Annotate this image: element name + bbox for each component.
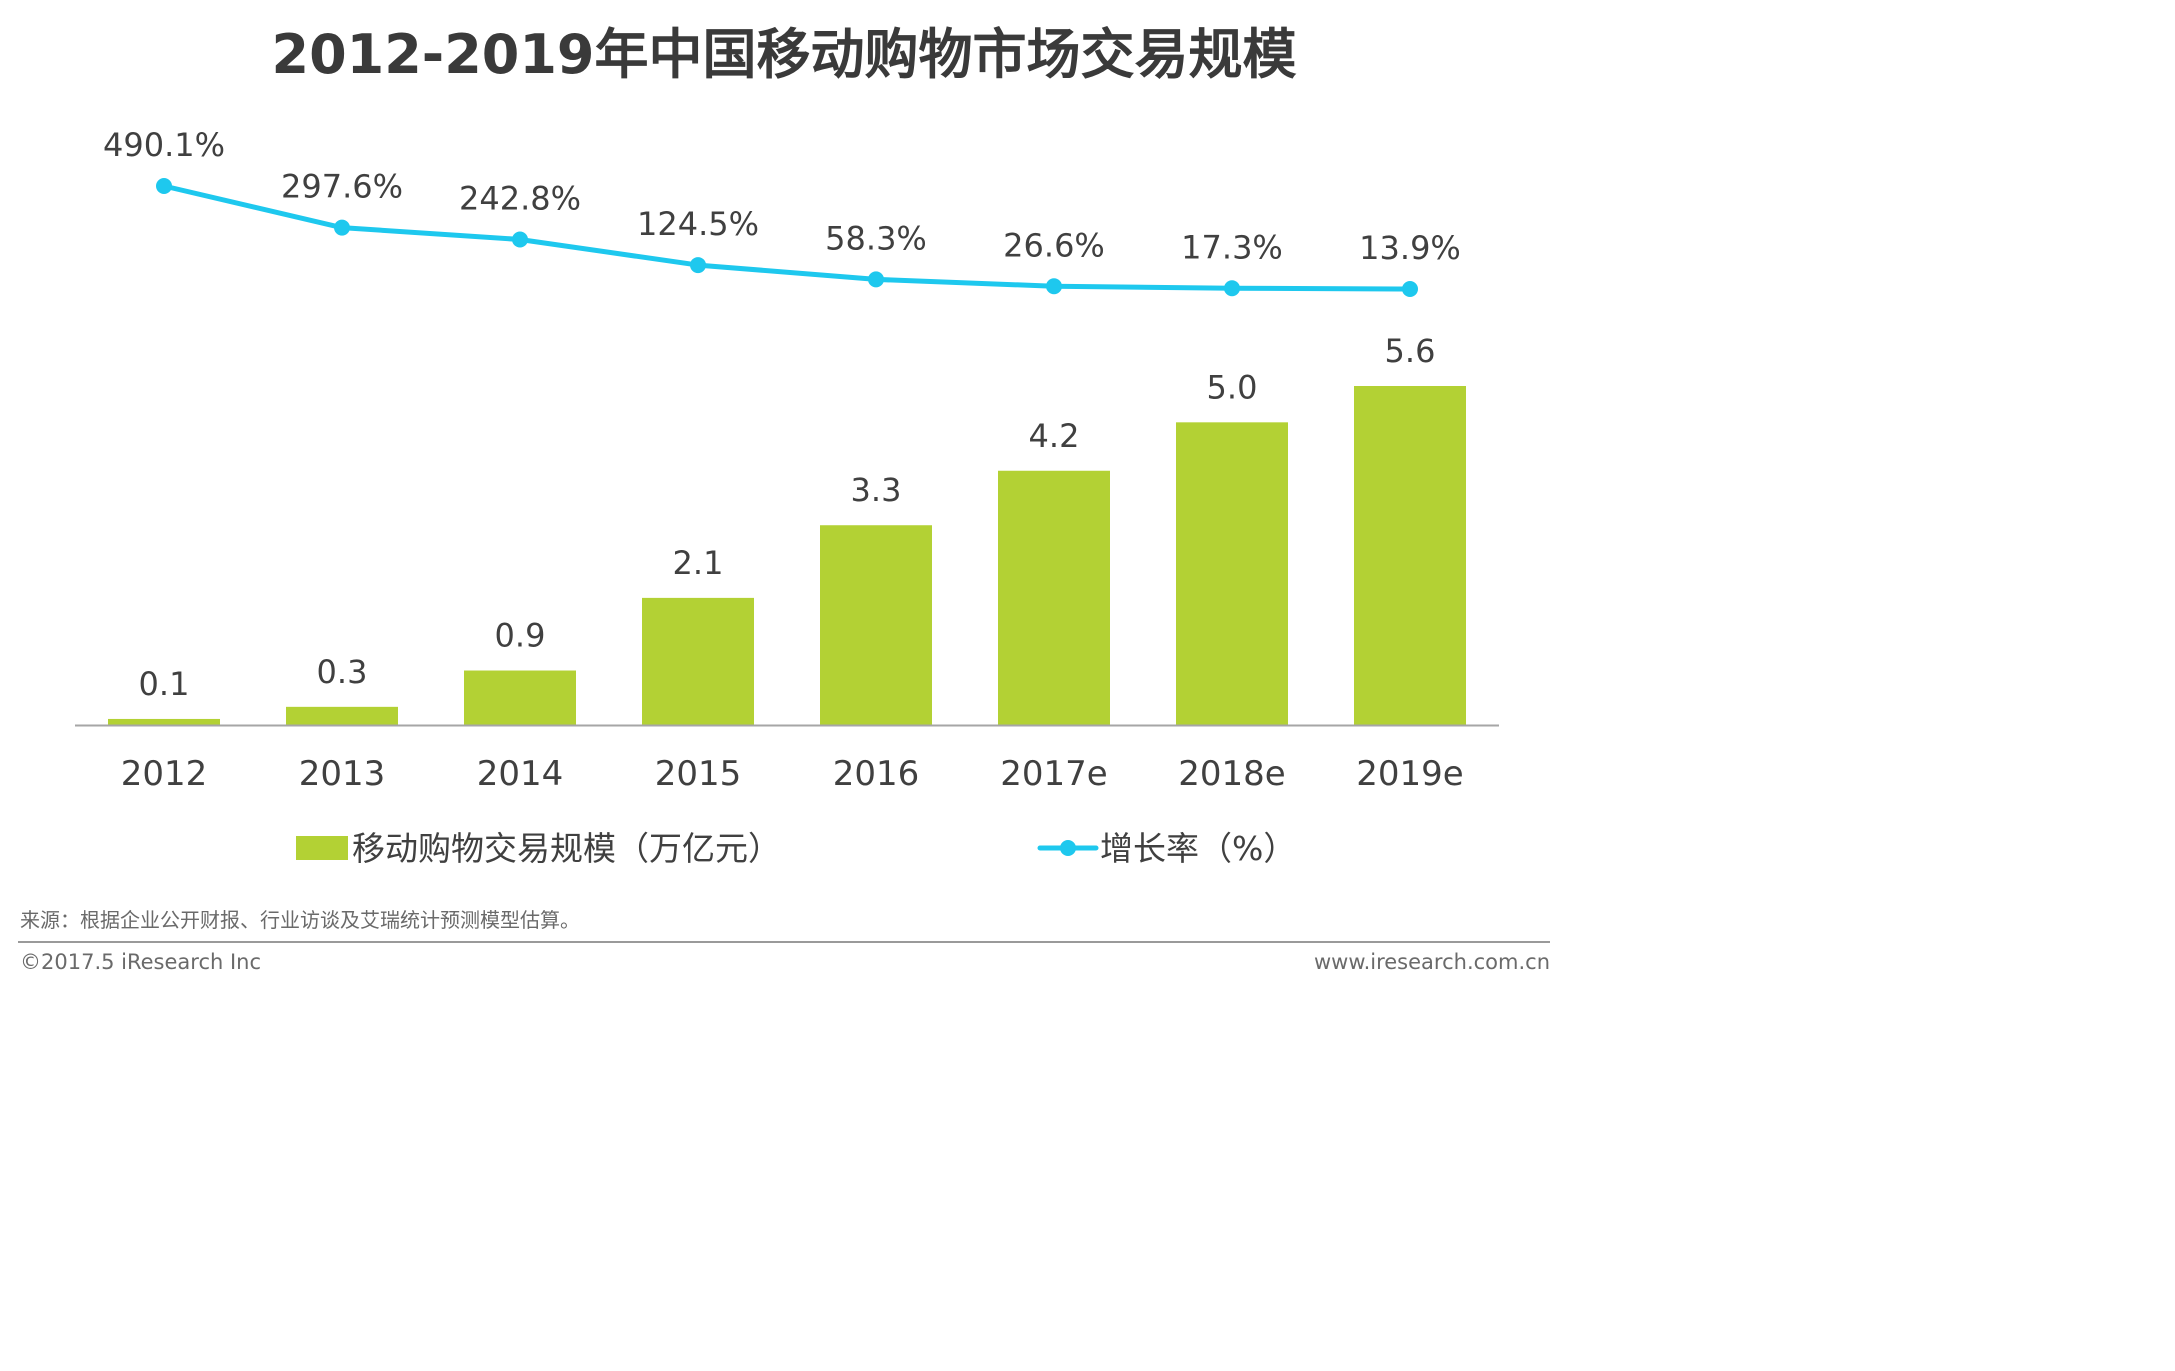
bar-value-label: 0.9	[495, 617, 546, 655]
growth-rate-label: 242.8%	[459, 179, 581, 217]
x-tick-label: 2015	[655, 754, 742, 794]
combo-chart: 0.1 2012 0.3 2013 0.9 2014 2.1 2015 3.3 2016 4.2 20…	[75, 126, 1499, 868]
legend-layer: 移动购物交易规模（万亿元） 增长率（%）	[296, 829, 1296, 868]
x-tick-label: 2014	[477, 754, 564, 794]
growth-rate-label: 124.5%	[637, 205, 759, 243]
website-url: www.iresearch.com.cn	[1313, 950, 1550, 974]
bar-value-label: 2.1	[673, 544, 724, 582]
x-tick-label: 2019e	[1356, 754, 1463, 794]
legend-line-label: 增长率（%）	[1100, 829, 1296, 868]
bar-2015	[642, 597, 754, 725]
footer-divider	[18, 941, 1550, 943]
bar-2018e	[1176, 422, 1288, 725]
bar-2019e	[1354, 386, 1466, 725]
line-layer	[156, 178, 1418, 297]
legend-line-marker	[1060, 840, 1076, 856]
growth-rate-label: 26.6%	[1003, 226, 1105, 264]
growth-rate-label: 17.3%	[1181, 228, 1283, 266]
bar-value-label: 5.6	[1385, 332, 1436, 370]
growth-rate-label: 490.1%	[103, 126, 225, 164]
growth-rate-label: 58.3%	[825, 219, 927, 257]
bar-2016	[820, 525, 932, 725]
bar-2012	[108, 718, 220, 725]
bar-value-label: 0.1	[139, 665, 190, 703]
labels-layer: 0.1 2012 0.3 2013 0.9 2014 2.1 2015 3.3 2016 4.2 20…	[103, 126, 1464, 794]
bar-2017e	[998, 470, 1110, 725]
x-tick-label: 2012	[121, 754, 208, 794]
growth-rate-point-2013	[334, 219, 350, 236]
bars-layer	[108, 386, 1466, 725]
growth-rate-line	[161, 183, 1413, 292]
growth-rate-point-2015	[690, 257, 706, 274]
growth-rate-point-2016	[868, 271, 884, 288]
x-tick-label: 2016	[833, 754, 920, 794]
x-tick-label: 2013	[299, 754, 386, 794]
growth-rate-label: 13.9%	[1359, 229, 1461, 267]
growth-rate-label: 297.6%	[281, 168, 403, 206]
source-note: 来源：根据企业公开财报、行业访谈及艾瑞统计预测模型估算。	[20, 908, 580, 932]
copyright: ©2017.5 iResearch Inc	[20, 950, 262, 974]
x-tick-label: 2018e	[1178, 754, 1285, 794]
x-tick-label: 2017e	[1000, 754, 1107, 794]
bar-value-label: 0.3	[317, 653, 368, 691]
growth-rate-point-2017e	[1046, 278, 1062, 295]
legend-bar-label: 移动购物交易规模（万亿元）	[352, 829, 781, 868]
growth-rate-point-2012	[156, 178, 172, 194]
growth-rate-point-2019e	[1402, 281, 1418, 297]
bar-value-label: 5.0	[1207, 368, 1258, 406]
growth-rate-point-2018e	[1224, 280, 1240, 297]
bar-2013	[286, 706, 398, 725]
growth-rate-point-2014	[512, 231, 528, 248]
page-title: 2012-2019年中国移动购物市场交易规模	[271, 23, 1297, 86]
bar-value-label: 3.3	[851, 471, 902, 509]
bar-value-label: 4.2	[1029, 417, 1080, 455]
bar-2014	[464, 670, 576, 725]
legend-bar-swatch	[296, 836, 348, 860]
